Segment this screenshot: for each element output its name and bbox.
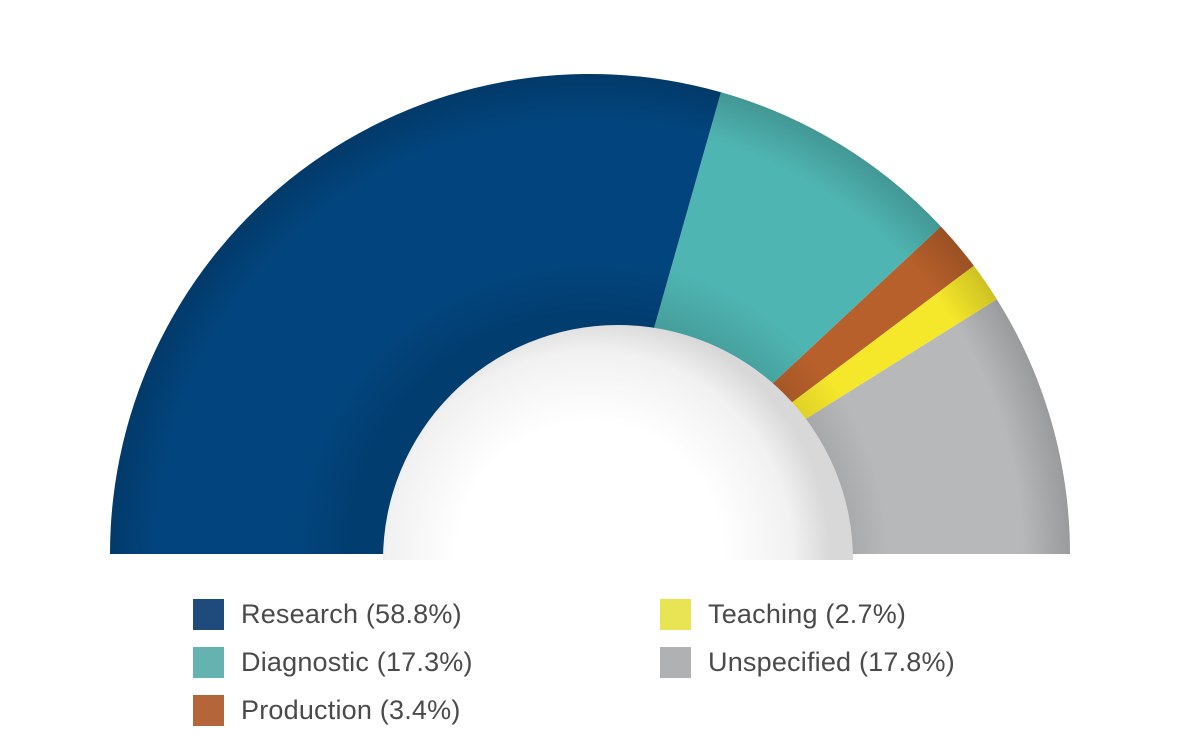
legend-item-unspecified: Unspecified (17.8%) bbox=[660, 644, 955, 680]
legend-label-teaching: Teaching (2.7%) bbox=[708, 598, 907, 629]
legend-label-research: Research (58.8%) bbox=[241, 598, 462, 629]
legend-swatch-diagnostic bbox=[193, 646, 224, 678]
center-hole bbox=[383, 325, 853, 560]
legend-label-diagnostic: Diagnostic (17.3%) bbox=[241, 646, 473, 677]
legend-swatch-teaching bbox=[660, 598, 691, 630]
legend-item-production: Production (3.4%) bbox=[193, 692, 461, 728]
legend-item-diagnostic: Diagnostic (17.3%) bbox=[193, 644, 473, 680]
ring-shading bbox=[110, 74, 1070, 554]
legend-label-production: Production (3.4%) bbox=[241, 694, 461, 725]
legend-label-unspecified: Unspecified (17.8%) bbox=[708, 646, 955, 677]
legend-item-research: Research (58.8%) bbox=[193, 596, 462, 632]
chart-legend: Research (58.8%) Diagnostic (17.3%) Prod… bbox=[193, 596, 993, 736]
legend-item-teaching: Teaching (2.7%) bbox=[660, 596, 906, 632]
legend-swatch-unspecified bbox=[660, 646, 691, 678]
legend-swatch-production bbox=[193, 694, 224, 726]
legend-swatch-research bbox=[193, 598, 224, 630]
